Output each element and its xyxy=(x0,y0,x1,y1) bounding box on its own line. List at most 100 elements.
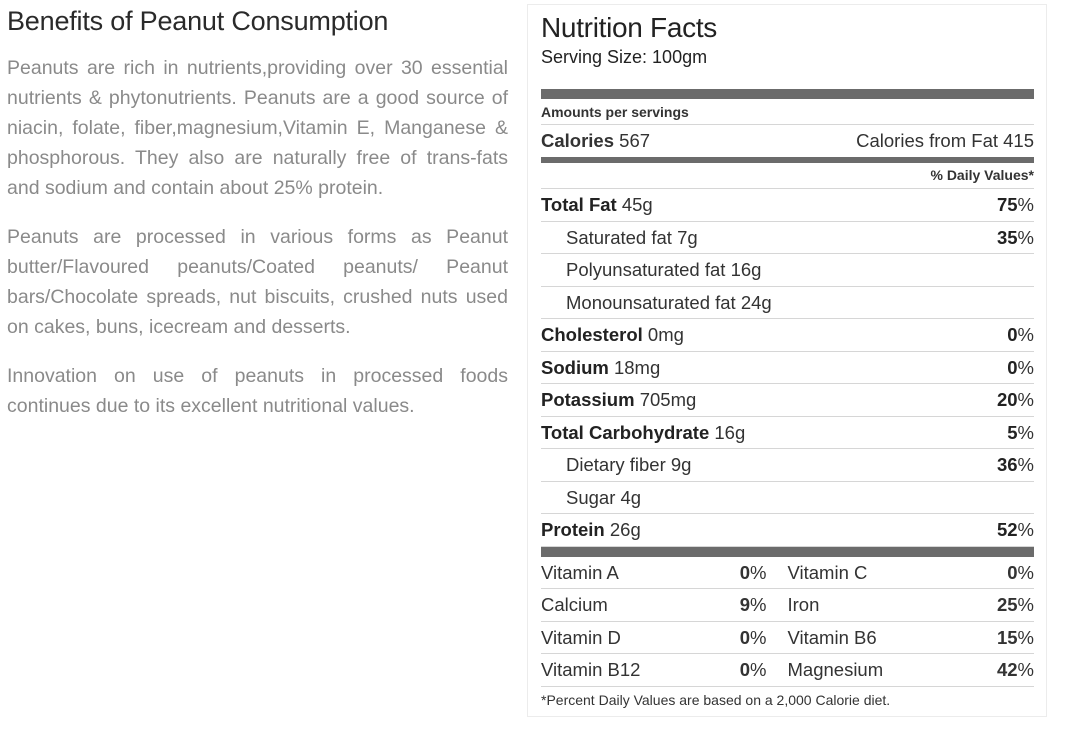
nutrition-facts-label: Nutrition Facts Serving Size: 100gm Amou… xyxy=(527,4,1047,717)
vitamin-dv-number: 0 xyxy=(1007,561,1018,583)
nutrient-daily-value: 36% xyxy=(996,454,1034,475)
nutrient-name: Sugar xyxy=(566,486,616,508)
nutrient-name: Protein xyxy=(541,519,605,540)
vitamin-name: Vitamin D xyxy=(541,626,621,648)
vitamin-daily-value: 0% xyxy=(739,626,767,648)
vitamin-dv-number: 0 xyxy=(739,659,751,680)
vitamin-name: Vitamin B6 xyxy=(787,626,877,648)
nutrient-daily-value: 0% xyxy=(1007,356,1034,378)
article-paragraph-3: Innovation on use of peanuts in processe… xyxy=(7,365,508,417)
nutrient-name: Dietary fiber xyxy=(566,454,666,475)
daily-value-number: 20 xyxy=(996,389,1018,410)
daily-value-number: 52 xyxy=(996,519,1018,540)
nutrient-cell: Total Fat 45g xyxy=(541,189,653,221)
nutrient-name: Cholesterol xyxy=(541,324,643,345)
nutrient-daily-value: 35% xyxy=(996,226,1034,248)
nutrient-name: Saturated fat xyxy=(566,226,672,248)
vitamin-name: Calcium xyxy=(541,594,608,615)
nutrient-row: Total Fat 45g 75% xyxy=(541,189,1034,222)
nutrient-amount: 16g xyxy=(714,421,746,443)
vitamin-cell: Vitamin C 0% xyxy=(787,557,1034,589)
vitamin-cell: Calcium 9% xyxy=(541,589,788,622)
vitamin-cell: Vitamin D 0% xyxy=(541,622,788,654)
nutrient-name: Polyunsaturated fat xyxy=(566,259,726,280)
nutrient-amount: 4g xyxy=(620,486,642,508)
nutrient-cell: Monounsaturated fat 24g xyxy=(566,287,772,319)
vitamin-dv-number: 42 xyxy=(996,659,1018,680)
vitamin-cell: Iron 25% xyxy=(787,589,1034,622)
nutrient-amount: 0mg xyxy=(647,324,684,345)
daily-value-number: 0 xyxy=(1007,324,1018,345)
vitamin-dv-number: 0 xyxy=(739,561,751,583)
vitamin-cell: Vitamin B12 0% xyxy=(541,654,788,687)
nutrient-row: Monounsaturated fat 24g xyxy=(541,287,1034,319)
calories-cell: Calories 567 xyxy=(541,125,650,157)
divider-medium xyxy=(541,157,1034,163)
nutrient-cell: Sodium 18mg xyxy=(541,352,660,384)
nutrient-daily-value: 75% xyxy=(996,194,1034,215)
nutrient-name: Sodium xyxy=(541,356,609,378)
nutrient-row: Cholesterol 0mg 0% xyxy=(541,319,1034,352)
nutrient-name: Monounsaturated fat xyxy=(566,291,736,313)
daily-value-number: 36 xyxy=(996,454,1018,475)
nutrient-name: Potassium xyxy=(541,389,635,410)
nutrient-cell: Cholesterol 0mg xyxy=(541,319,684,351)
vitamin-daily-value: 0% xyxy=(1007,561,1034,583)
nutrient-row: Sodium 18mg 0% xyxy=(541,352,1034,384)
vitamin-name: Magnesium xyxy=(787,659,884,680)
vitamin-daily-value: 0% xyxy=(739,659,767,680)
amounts-per-serving: Amounts per servings xyxy=(541,99,1034,125)
vitamin-dv-number: 0 xyxy=(739,626,751,648)
nutrient-daily-value: 0% xyxy=(1007,324,1034,345)
nutrient-row: Total Carbohydrate 16g 5% xyxy=(541,417,1034,449)
daily-value-number: 75 xyxy=(996,194,1018,215)
divider-thick-bottom xyxy=(541,546,1034,557)
nutrient-cell: Total Carbohydrate 16g xyxy=(541,417,745,449)
nutrient-daily-value: 52% xyxy=(996,519,1034,540)
vitamin-cell: Vitamin B6 15% xyxy=(787,622,1034,654)
nutrient-cell: Protein 26g xyxy=(541,514,641,546)
article-title: Benefits of Peanut Consumption xyxy=(7,6,389,36)
calories-row: Calories 567 Calories from Fat 415 xyxy=(541,125,1034,157)
nutrient-amount: 16g xyxy=(730,259,762,280)
nutrient-cell: Sugar 4g xyxy=(566,482,641,514)
vitamin-dv-number: 25 xyxy=(996,594,1018,615)
nutrient-amount: 45g xyxy=(621,194,653,215)
nutrient-name: Total Carbohydrate xyxy=(541,421,710,443)
vitamin-name: Vitamin B12 xyxy=(541,659,641,680)
nutrient-amount: 24g xyxy=(740,291,772,313)
nutrient-row: Dietary fiber 9g 36% xyxy=(541,449,1034,482)
footnote: *Percent Daily Values are based on a 2,0… xyxy=(541,691,891,708)
calories-from-fat: Calories from Fat 415 xyxy=(856,130,1034,151)
daily-value-number: 5 xyxy=(1007,421,1018,443)
nutrient-cell: Dietary fiber 9g xyxy=(566,449,691,481)
vitamin-daily-value: 42% xyxy=(996,659,1034,680)
vitamin-cell: Magnesium 42% xyxy=(787,654,1034,687)
vitamin-cell: Vitamin A 0% xyxy=(541,557,788,589)
nutrient-daily-value: 5% xyxy=(1007,421,1034,443)
divider-thick xyxy=(541,89,1034,99)
vitamin-name: Iron xyxy=(787,594,820,615)
vitamin-name: Vitamin A xyxy=(541,561,619,583)
vitamin-grid: Vitamin A 0% Vitamin C 0% Calcium 9% Iron 25% Vi… xyxy=(541,557,1034,687)
vitamin-name: Vitamin C xyxy=(787,561,868,583)
vitamin-dv-number: 15 xyxy=(996,626,1018,648)
calories-label: Calories xyxy=(541,130,615,151)
nutrient-row: Sugar 4g xyxy=(541,482,1034,514)
calories-value: 567 xyxy=(619,130,651,151)
nutrient-cell: Potassium 705mg xyxy=(541,384,696,416)
vitamin-daily-value: 0% xyxy=(739,561,767,583)
daily-value-number: 35 xyxy=(996,226,1018,248)
article-paragraph-1: Peanuts are rich in nutrients,providing … xyxy=(7,57,508,199)
vitamin-daily-value: 9% xyxy=(739,594,767,615)
nutrient-amount: 26g xyxy=(609,519,641,540)
daily-value-number: 0 xyxy=(1007,356,1018,378)
article-paragraph-2: Peanuts are processed in various forms a… xyxy=(7,226,508,338)
daily-values-header: % Daily Values* xyxy=(541,163,1034,189)
nutrient-row: Polyunsaturated fat 16g xyxy=(541,254,1034,287)
vitamin-daily-value: 15% xyxy=(996,626,1034,648)
nutrient-cell: Saturated fat 7g xyxy=(566,222,698,254)
nutrient-amount: 9g xyxy=(670,454,692,475)
nutrient-cell: Polyunsaturated fat 16g xyxy=(566,254,761,286)
nutrient-amount: 18mg xyxy=(613,356,661,378)
